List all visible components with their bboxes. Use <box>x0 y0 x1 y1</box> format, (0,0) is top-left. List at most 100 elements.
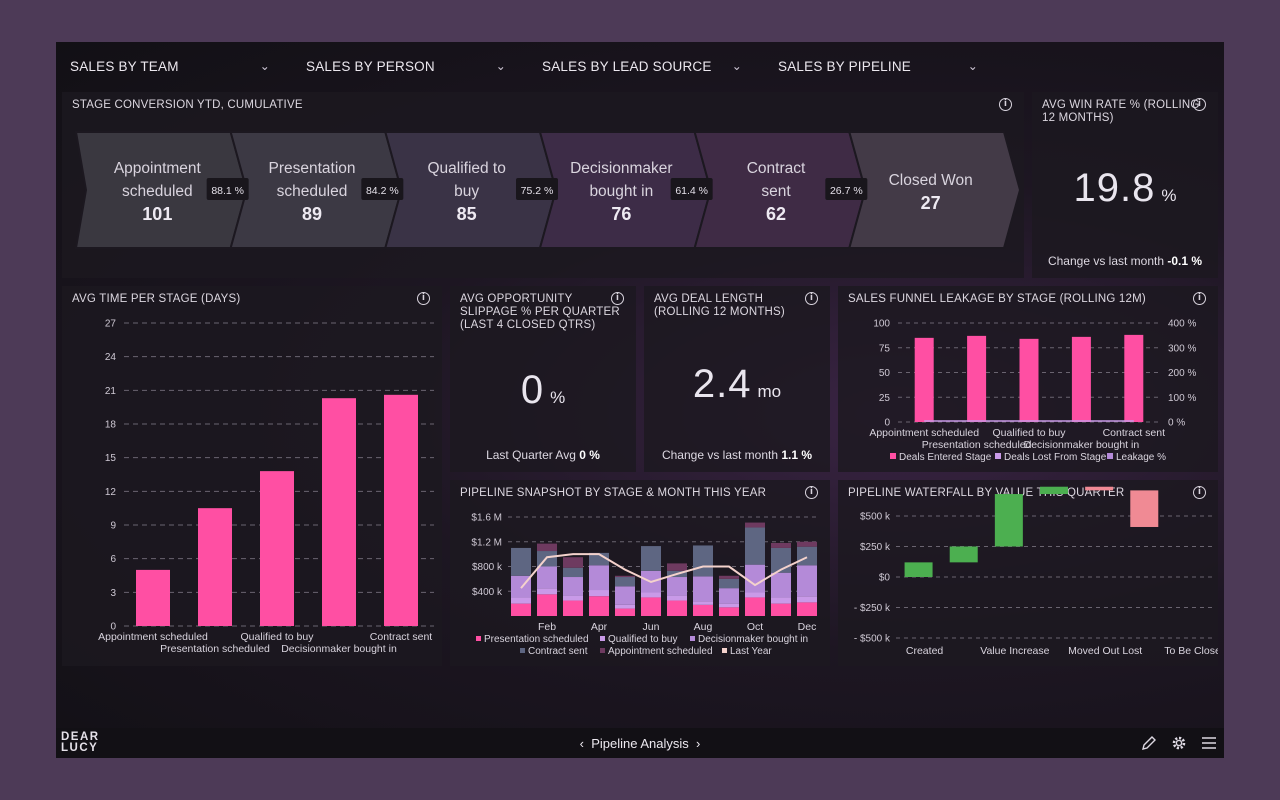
stage-value: 27 <box>921 193 941 213</box>
pencil-icon[interactable] <box>1140 734 1158 752</box>
bar-segment <box>641 546 661 571</box>
legend-swatch <box>890 453 896 459</box>
filter-sales-by-person[interactable]: SALES BY PERSON ⌄ <box>306 42 506 90</box>
bar <box>322 398 356 626</box>
bar-segment <box>615 577 635 587</box>
bar-segment <box>745 597 765 616</box>
bar-segment <box>615 604 635 609</box>
bar-segment <box>615 608 635 616</box>
next-page-button[interactable]: › <box>696 736 701 751</box>
conversion-rate: 88.1 % <box>211 185 244 197</box>
bar-segment <box>667 595 687 601</box>
info-icon[interactable]: i <box>1193 98 1206 111</box>
bar-segment <box>745 527 765 565</box>
y-tick-label: $0 <box>879 573 891 584</box>
bottom-bar: DEAR LUCY ‹ Pipeline Analysis › <box>56 728 1224 758</box>
info-icon[interactable]: i <box>611 292 624 305</box>
y2-tick-label: 0 % <box>1168 418 1185 429</box>
conversion-rate: 75.2 % <box>521 185 554 197</box>
filter-label: SALES BY LEAD SOURCE <box>542 58 712 74</box>
win-rate-value: 19.8% <box>1073 166 1177 210</box>
stage-label: scheduled <box>277 183 348 200</box>
y-tick-label: 27 <box>105 319 117 330</box>
filter-sales-by-pipeline[interactable]: SALES BY PIPELINE ⌄ <box>778 42 978 90</box>
info-icon[interactable]: i <box>805 292 818 305</box>
stage-conversion-funnel: Appointment scheduled 101 Presentation sched… <box>74 131 1022 249</box>
filter-label: SALES BY PIPELINE <box>778 58 911 74</box>
bar-segment <box>563 600 583 616</box>
waterfall-panel: PIPELINE WATERFALL BY VALUE THIS QUARTER… <box>838 480 1218 666</box>
page-navigation: ‹ Pipeline Analysis › <box>56 736 1224 751</box>
legend-label: Last Year <box>730 646 772 657</box>
x-tick-label: Dec <box>798 621 817 633</box>
bar-segment <box>771 572 791 598</box>
x-tick-label: Created <box>906 645 944 657</box>
y2-tick-label: 400 % <box>1168 319 1196 330</box>
bar-segment <box>797 541 817 547</box>
y-tick-label: 24 <box>105 352 117 363</box>
legend-swatch <box>600 636 605 641</box>
toolbar <box>1140 734 1218 752</box>
chevron-down-icon: ⌄ <box>259 59 270 73</box>
chevron-down-icon: ⌄ <box>495 59 506 73</box>
x-tick-label: Oct <box>747 621 763 633</box>
prev-page-button[interactable]: ‹ <box>579 736 584 751</box>
conversion-rate: 26.7 % <box>830 185 863 197</box>
x-tick-label: Decisionmaker bought in <box>1024 439 1140 451</box>
bar-segment <box>667 563 687 571</box>
y-tick-label: $1.6 M <box>471 513 502 524</box>
legend-label: Appointment scheduled <box>608 646 713 657</box>
bar-segment <box>745 564 765 593</box>
info-icon[interactable]: i <box>999 98 1012 111</box>
y-tick-label: $800 k <box>472 562 503 573</box>
waterfall-chart: $500 k $250 k $0 - $250 k - $500 k Created Val… <box>854 486 1218 657</box>
y-tick-label: 15 <box>105 453 117 464</box>
y-tick-label: 25 <box>879 393 891 404</box>
panel-title: SALES FUNNEL LEAKAGE BY STAGE (ROLLING 1… <box>848 293 1146 305</box>
info-icon[interactable]: i <box>417 292 430 305</box>
info-icon[interactable]: i <box>805 486 818 499</box>
filter-label: SALES BY TEAM <box>70 58 179 74</box>
info-icon[interactable]: i <box>1193 292 1206 305</box>
filter-sales-by-team[interactable]: SALES BY TEAM ⌄ <box>70 42 270 90</box>
y-tick-label: $400 k <box>472 587 503 598</box>
info-icon[interactable]: i <box>1193 486 1206 499</box>
panel-title: AVG OPPORTUNITY SLIPPAGE % PER QUARTER (… <box>460 293 620 331</box>
y-tick-label: 6 <box>110 554 116 565</box>
y-tick-label: $250 k <box>860 542 891 553</box>
deal-length-value: 2.4 mo <box>692 362 782 406</box>
menu-icon[interactable] <box>1200 734 1218 752</box>
x-tick-label: To Be Closed <box>1164 645 1218 657</box>
bar-segment <box>693 601 713 605</box>
bar-segment <box>589 596 609 616</box>
bar-segment <box>797 546 817 566</box>
dashboard-frame: SALES BY TEAM ⌄ SALES BY PERSON ⌄ SALES … <box>56 42 1224 758</box>
stage-label: Presentation <box>268 160 355 177</box>
filter-sales-by-lead-source[interactable]: SALES BY LEAD SOURCE ⌄ <box>542 42 742 90</box>
y-tick-label: 18 <box>105 420 117 431</box>
bar <box>1019 338 1039 422</box>
bar-segment <box>693 604 713 616</box>
y2-tick-label: 100 % <box>1168 393 1196 404</box>
x-tick-label: Contract sent <box>370 631 433 643</box>
legend-swatch <box>476 636 481 641</box>
stage-label: Closed Won <box>889 172 973 189</box>
conversion-rate-badge <box>670 178 713 200</box>
legend-label: Presentation scheduled <box>484 634 589 645</box>
stage-label: Contract <box>747 160 806 177</box>
legend-swatch <box>520 648 525 653</box>
x-tick-label: Value Increase <box>980 645 1049 657</box>
bar-segment <box>693 545 713 577</box>
bar-segment <box>641 597 661 616</box>
y-tick-label: 3 <box>110 588 116 599</box>
win-rate-panel: AVG WIN RATE % (ROLLING 12 MONTHS) i 19.… <box>1032 92 1218 278</box>
bar <box>1124 334 1144 422</box>
y2-tick-label: 300 % <box>1168 343 1196 354</box>
gear-icon[interactable] <box>1170 734 1188 752</box>
stage-label: Decisionmaker <box>570 160 673 177</box>
panel-title: STAGE CONVERSION YTD, CUMULATIVE <box>72 99 303 111</box>
bar-segment <box>641 592 661 598</box>
bar-segment <box>797 602 817 616</box>
bar <box>136 569 170 626</box>
